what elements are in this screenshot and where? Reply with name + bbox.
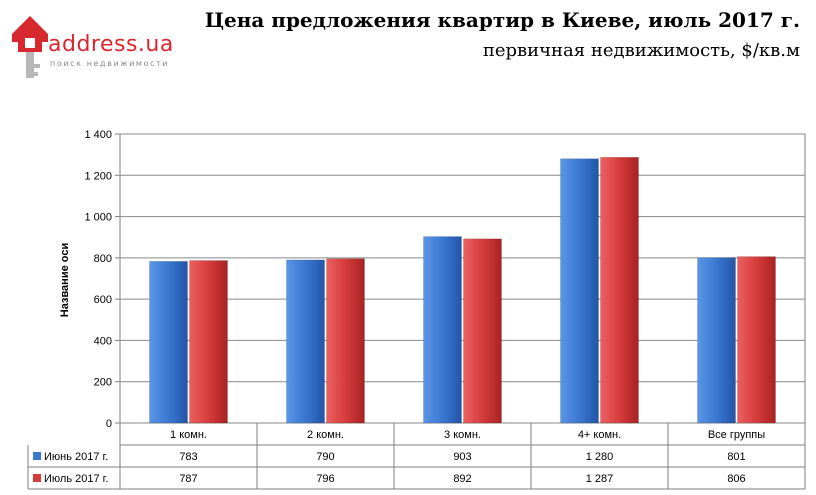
legend-swatch <box>33 452 41 460</box>
data-label: 806 <box>727 473 745 485</box>
bar <box>463 238 502 424</box>
x-category-label: 4+ комн. <box>578 429 621 441</box>
data-label: 1 280 <box>586 451 614 463</box>
x-category-label: 2 комн. <box>307 429 344 441</box>
legend-swatch <box>33 474 41 482</box>
data-label: 892 <box>453 473 471 485</box>
bar <box>560 158 599 424</box>
logo-wordmark: address.ua <box>48 32 174 57</box>
y-axis: 0 200 400 600 800 1 000 1 200 1 400 <box>84 129 120 430</box>
data-label: 783 <box>179 451 197 463</box>
y-tick-label: 1 400 <box>84 129 112 141</box>
data-label: 903 <box>453 451 471 463</box>
data-label: 1 287 <box>586 473 614 485</box>
legend-label: Июль 2017 г. <box>44 473 108 485</box>
y-tick-label: 1 200 <box>84 170 112 182</box>
bar <box>600 157 639 424</box>
bar <box>149 261 188 424</box>
bar <box>423 236 462 424</box>
y-tick-label: 600 <box>94 294 112 306</box>
chart-subtitle: первичная недвижимость, $/кв.м <box>482 40 800 61</box>
data-table: 1 комн. 2 комн. 3 комн. 4+ комн. Все группы И… <box>27 423 806 490</box>
address-ua-logo: address.ua поиск недвижимости <box>8 8 188 88</box>
chart-title: Цена предложения квартир в Киеве, июль 2… <box>204 8 800 32</box>
bar <box>697 257 736 424</box>
y-tick-label: 1 000 <box>84 212 112 224</box>
gridlines <box>119 133 806 424</box>
y-tick-label: 800 <box>94 253 112 265</box>
data-label: 790 <box>316 451 334 463</box>
bar <box>286 259 325 424</box>
logo-tagline: поиск недвижимости <box>50 59 170 68</box>
y-axis-title: Название оси <box>59 243 71 317</box>
x-category-label: 3 комн. <box>444 429 481 441</box>
data-label: 796 <box>316 473 334 485</box>
y-tick-label: 200 <box>94 377 112 389</box>
bar <box>326 258 365 424</box>
bar <box>737 256 776 424</box>
x-category-label: 1 комн. <box>170 429 207 441</box>
x-category-label: Все группы <box>708 429 765 441</box>
y-tick-label: 400 <box>94 335 112 347</box>
bars <box>149 157 776 424</box>
legend-label: Июнь 2017 г. <box>44 451 108 463</box>
data-label: 801 <box>727 451 745 463</box>
bar <box>189 260 228 424</box>
data-label: 787 <box>179 473 197 485</box>
y-tick-label: 0 <box>106 418 112 430</box>
house-key-icon <box>12 16 48 78</box>
